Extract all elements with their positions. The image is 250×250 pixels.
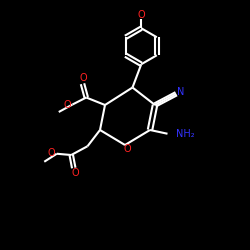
Text: NH₂: NH₂ xyxy=(176,129,195,139)
Text: O: O xyxy=(64,100,71,110)
Text: N: N xyxy=(177,87,184,97)
Text: O: O xyxy=(138,10,145,20)
Text: O: O xyxy=(124,144,131,154)
Text: O: O xyxy=(48,148,55,158)
Text: O: O xyxy=(80,73,88,83)
Text: O: O xyxy=(71,168,79,178)
